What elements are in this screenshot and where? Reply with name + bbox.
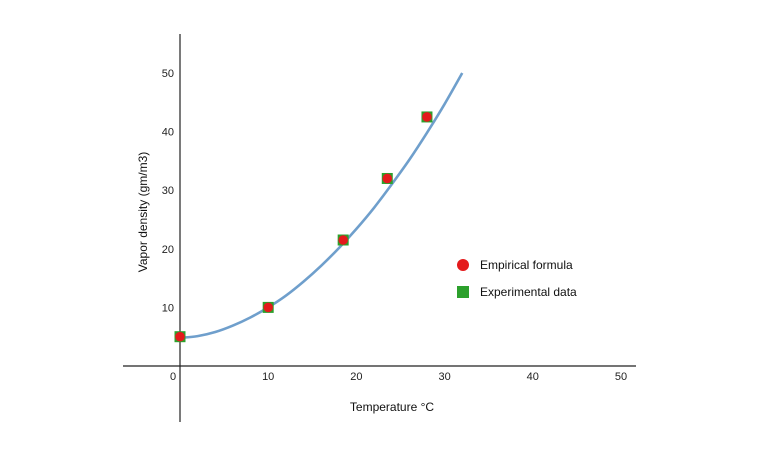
y-tick-label: 40 bbox=[162, 127, 174, 139]
y-tick-label: 50 bbox=[162, 68, 174, 80]
legend: Empirical formula Experimental data bbox=[457, 258, 577, 299]
empirical-point bbox=[263, 302, 274, 313]
y-tick-label: 30 bbox=[162, 185, 174, 197]
y-axis-title: Vapor density (gm/m3) bbox=[136, 152, 150, 273]
empirical-point bbox=[338, 235, 348, 245]
ticks-layer: 0 10 20 30 40 50 10 20 30 40 50 bbox=[162, 68, 627, 383]
x-tick-label: 30 bbox=[438, 371, 450, 383]
y-tick-label: 20 bbox=[162, 244, 174, 256]
curve-layer bbox=[179, 72, 464, 340]
x-tick-label: 0 bbox=[170, 371, 176, 383]
x-tick-label: 10 bbox=[262, 371, 274, 383]
legend-marker-empirical bbox=[457, 259, 469, 271]
y-tick-label: 10 bbox=[162, 302, 174, 314]
empirical-point bbox=[422, 112, 432, 122]
x-tick-label: 50 bbox=[615, 371, 627, 383]
x-tick-label: 40 bbox=[527, 371, 539, 383]
empirical-point bbox=[175, 331, 185, 342]
legend-label-empirical: Empirical formula bbox=[480, 258, 573, 272]
empirical-point bbox=[382, 173, 393, 184]
fit-curve bbox=[179, 72, 464, 340]
x-axis-title: Temperature °C bbox=[350, 400, 434, 414]
legend-label-experimental: Experimental data bbox=[480, 285, 577, 299]
points-layer bbox=[174, 111, 433, 343]
axes-layer bbox=[123, 34, 636, 422]
x-tick-label: 20 bbox=[350, 371, 362, 383]
legend-marker-experimental bbox=[457, 286, 469, 298]
